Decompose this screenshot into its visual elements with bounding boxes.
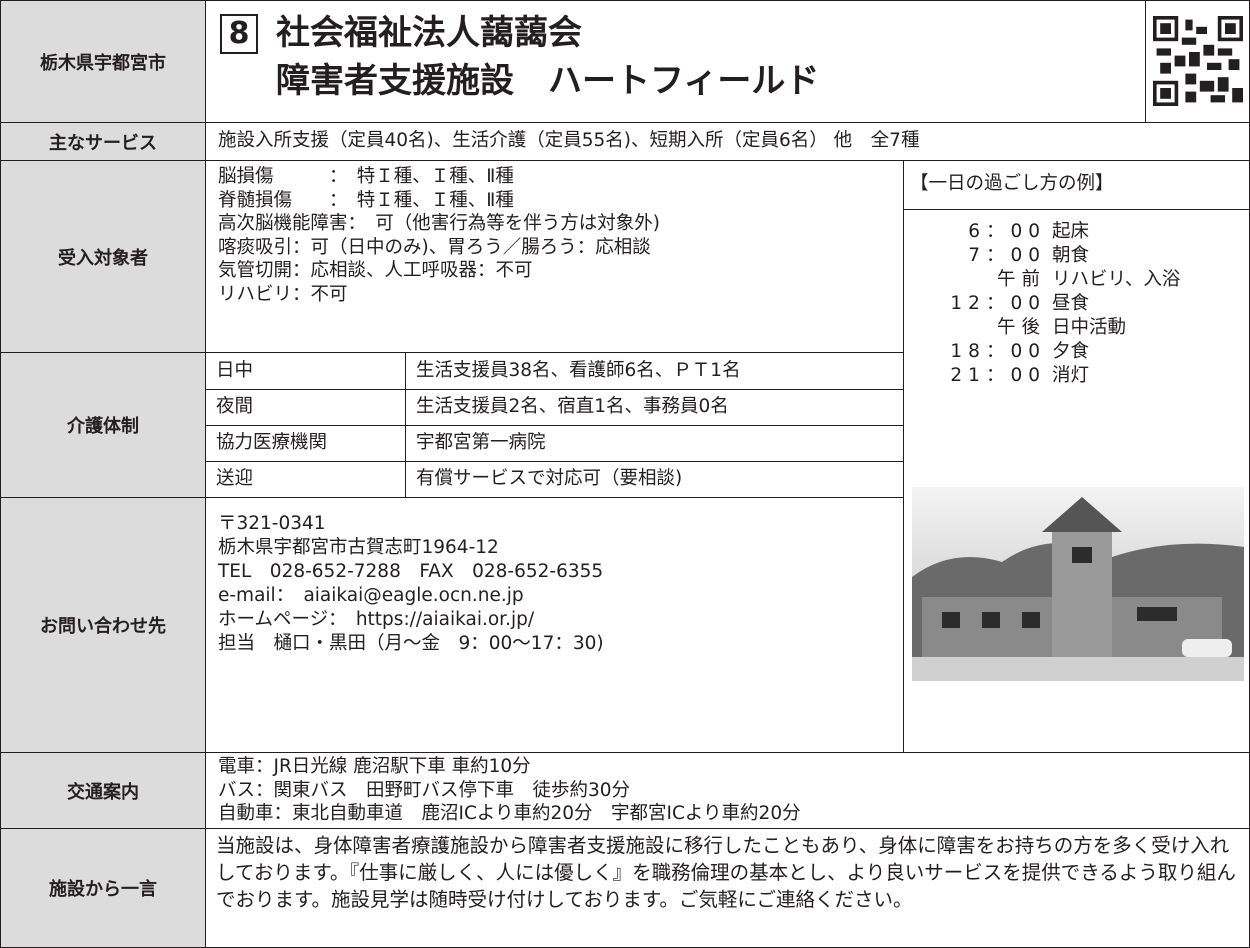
care-item: 日中	[216, 360, 254, 381]
schedule-item: 18：00 夕食	[904, 340, 1249, 364]
access: 電車：JR日光線 鹿沼駅下車 車約10分 バス：関東バス 田野町バス停下車 徒歩約…	[205, 752, 1250, 829]
services-label: 主なサービス	[0, 122, 206, 161]
schedule-item: 21：00 消灯	[904, 364, 1249, 388]
text-line: 高次脳機能障害： 可（他害行為等を伴う方は対象外)	[218, 213, 660, 234]
schedule-item: 午前 リハビリ、入浴	[904, 268, 1249, 292]
care-detail: 宇都宮第一病院	[416, 432, 546, 453]
title: 社会福祉法人藹藹会 障害者支援施設 ハートフィールド	[276, 9, 819, 105]
text-line: 脊髄損傷 ： 特Ｉ種、Ｉ種、Ⅱ種	[218, 189, 514, 211]
care-detail: 有償サービスで対応可（要相談)	[416, 468, 683, 489]
text-line: 脳損傷 ： 特Ｉ種、Ｉ種、Ⅱ種	[218, 166, 514, 187]
contact: 〒321-0341 栃木県宇都宮市古賀志町1964-12 TEL 028-652-7…	[205, 497, 904, 753]
care-item: 協力医療機関	[216, 432, 328, 453]
qr-cell	[1145, 0, 1250, 123]
text-line: e-mail： aiaikai@eagle.ocn.ne.jp	[218, 585, 524, 606]
contact-label: お問い合わせ先	[0, 497, 206, 753]
care-cell: 有償サービスで対応可（要相談)	[405, 461, 904, 498]
text-line: 気管切開：応相談、人工呼吸器：不可	[218, 260, 533, 281]
schedule-title: 【一日の過ごし方の例】	[904, 161, 1249, 210]
schedule-list: 6：00 起床 7：00 朝食 午前 リハビリ、入浴 12：00 昼食 午後 日中活動 18：00 夕…	[904, 210, 1249, 388]
label: お問い合わせ先	[40, 616, 166, 637]
schedule-activity: 起床	[1052, 221, 1090, 242]
text-line: ホームページ： https://aiaikai.or.jp/	[218, 609, 535, 630]
text-line: 電車：JR日光線 鹿沼駅下車 車約10分	[218, 756, 531, 777]
region: 栃木県宇都宮市	[40, 52, 166, 74]
label: 介護体制	[67, 416, 139, 437]
schedule-time: 午後	[996, 317, 1046, 338]
schedule-activity: リハビリ、入浴	[1052, 269, 1181, 290]
eligibility: 脳損傷 ： 特Ｉ種、Ｉ種、Ⅱ種 脊髄損傷 ： 特Ｉ種、Ｉ種、Ⅱ種 高次脳機能障害： …	[205, 160, 904, 353]
schedule-activity: 消灯	[1052, 365, 1090, 386]
facility-number: 8	[220, 14, 258, 54]
text-line: 〒321-0341	[218, 513, 326, 534]
title-line: 障害者支援施設 ハートフィールド	[276, 61, 820, 101]
schedule-activity: 朝食	[1052, 245, 1090, 266]
schedule-activity: 夕食	[1052, 341, 1090, 362]
label: 交通案内	[67, 781, 139, 803]
schedule-time: 6：00	[968, 221, 1046, 242]
schedule-item: 7：00 朝食	[904, 244, 1249, 268]
schedule-activity: 昼食	[1052, 293, 1090, 314]
schedule-item: 6：00 起床	[904, 220, 1249, 244]
schedule-item: 12：00 昼食	[904, 292, 1249, 316]
care-cell: 日中	[205, 352, 406, 390]
access-label: 交通案内	[0, 752, 206, 829]
text-line: バス：関東バス 田野町バス停下車 徒歩約30分	[218, 779, 631, 801]
text-line: 喀痰吸引：可（日中のみ)、胃ろう／腸ろう：応相談	[218, 236, 651, 258]
schedule-activity: 日中活動	[1052, 317, 1127, 338]
text-line: 自動車：東北自動車道 鹿沼ICより車約20分 宇都宮ICより車約20分	[218, 803, 801, 824]
message-label: 施設から一言	[0, 828, 206, 948]
region-label: 栃木県宇都宮市	[0, 0, 206, 123]
schedule-time: 12：00	[950, 293, 1046, 314]
text-line: リハビリ：不可	[218, 283, 348, 305]
care-cell: 夜間	[205, 389, 406, 426]
care-cell: 生活支援員2名、宿直1名、事務員0名	[405, 389, 904, 426]
schedule-time: 7：00	[968, 245, 1046, 266]
care-cell: 送迎	[205, 461, 406, 498]
text-line: 担当 樋口・黒田（月～金 9：00～17：30)	[218, 633, 604, 654]
facility-photo	[912, 487, 1244, 681]
care-cell: 協力医療機関	[205, 425, 406, 462]
care-cell: 宇都宮第一病院	[405, 425, 904, 462]
care-cell: 生活支援員38名、看護師6名、ＰＴ1名	[405, 352, 904, 390]
title-line: 社会福祉法人藹藹会	[276, 13, 582, 53]
title-cell: 8 社会福祉法人藹藹会 障害者支援施設 ハートフィールド	[205, 0, 1146, 123]
label: 主なサービス	[49, 132, 157, 154]
care-detail: 生活支援員38名、看護師6名、ＰＴ1名	[416, 360, 741, 381]
label: 受入対象者	[58, 247, 148, 269]
schedule-item: 午後 日中活動	[904, 316, 1249, 340]
text-line: 栃木県宇都宮市古賀志町1964-12	[218, 537, 499, 558]
schedule-time: 午前	[996, 269, 1046, 290]
schedule: 【一日の過ごし方の例】 6：00 起床 7：00 朝食 午前 リハビリ、入浴 12：00 昼食…	[903, 160, 1250, 753]
schedule-time: 18：00	[950, 341, 1046, 362]
services-text: 施設入所支援（定員40名)、生活介護（定員55名)、短期入所（定員6名） 他 全…	[218, 130, 920, 151]
care-detail: 生活支援員2名、宿直1名、事務員0名	[416, 396, 729, 417]
message: 当施設は、身体障害者療護施設から障害者支援施設に移行したこともあり、身体に障害を…	[205, 828, 1250, 948]
eligibility-label: 受入対象者	[0, 160, 206, 353]
text-line: TEL 028-652-7288 FAX 028-652-6355	[218, 561, 604, 582]
qr-code	[1153, 16, 1243, 106]
care-label: 介護体制	[0, 352, 206, 498]
message-text: 当施設は、身体障害者療護施設から障害者支援施設に移行したこともあり、身体に障害を…	[216, 834, 1236, 911]
label: 施設から一言	[49, 879, 157, 900]
care-item: 夜間	[216, 396, 254, 417]
schedule-time: 21：00	[950, 365, 1046, 386]
care-item: 送迎	[216, 468, 254, 489]
services: 施設入所支援（定員40名)、生活介護（定員55名)、短期入所（定員6名） 他 全…	[205, 122, 1250, 161]
